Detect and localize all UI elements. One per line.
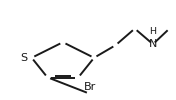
Text: S: S [20,53,27,63]
Text: H: H [149,27,156,36]
Text: Br: Br [84,82,96,92]
Text: N: N [149,39,157,49]
